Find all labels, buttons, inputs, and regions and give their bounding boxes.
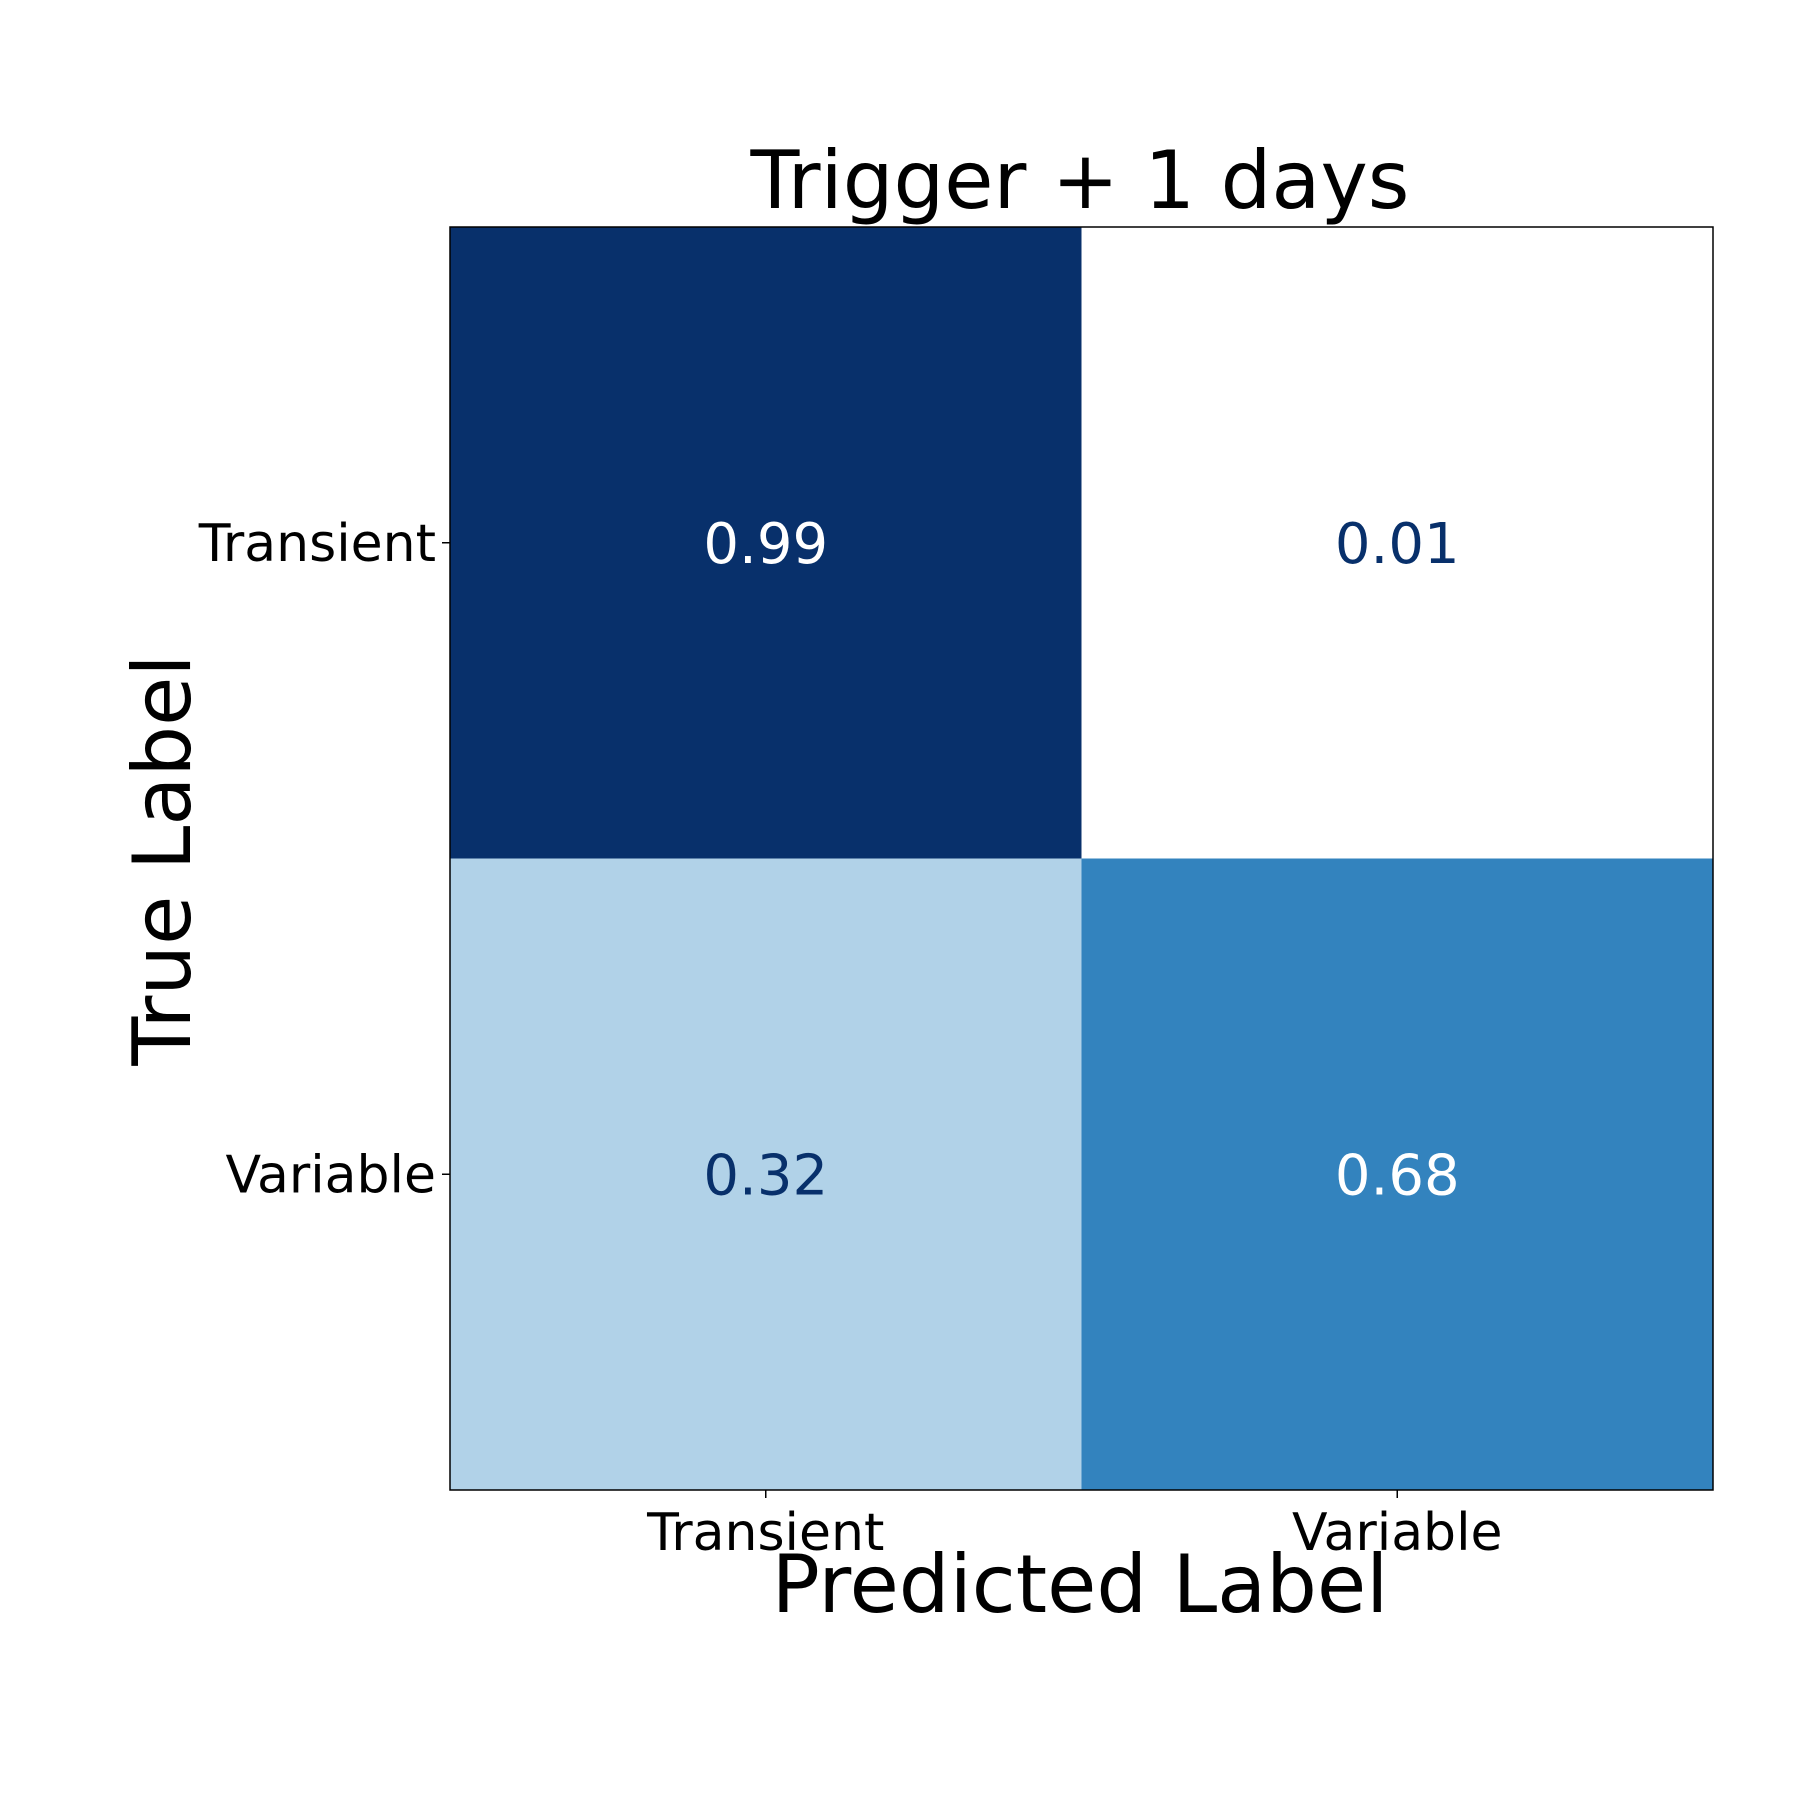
chart-title: Trigger + 1 days (750, 134, 1410, 227)
cell-value-label: 0.99 (703, 512, 828, 577)
y-tick-label: Transient (198, 514, 436, 574)
heatmap-cell (1081, 227, 1714, 859)
cell-value-label: 0.32 (703, 1143, 828, 1208)
y-axis-label: True Label (116, 654, 209, 1066)
heatmap-cell (450, 227, 1082, 859)
heatmap-cells: 0.99 0.01 0.32 0.68 (450, 227, 1714, 1491)
heatmap-cell (1081, 858, 1714, 1491)
plot-frame (449, 226, 1714, 1491)
x-tick-label: Transient (646, 1503, 884, 1563)
heatmap-cell (450, 858, 1082, 1491)
cell-value-label: 0.68 (1335, 1143, 1460, 1208)
x-axis-label: Predicted Label (772, 1538, 1389, 1631)
cell-value-label: 0.01 (1335, 512, 1460, 577)
x-tick-label: Variable (1292, 1503, 1503, 1563)
y-tick-label: Variable (225, 1145, 436, 1205)
axis-ticks: Transient Variable Transient Variable (198, 514, 1503, 1563)
